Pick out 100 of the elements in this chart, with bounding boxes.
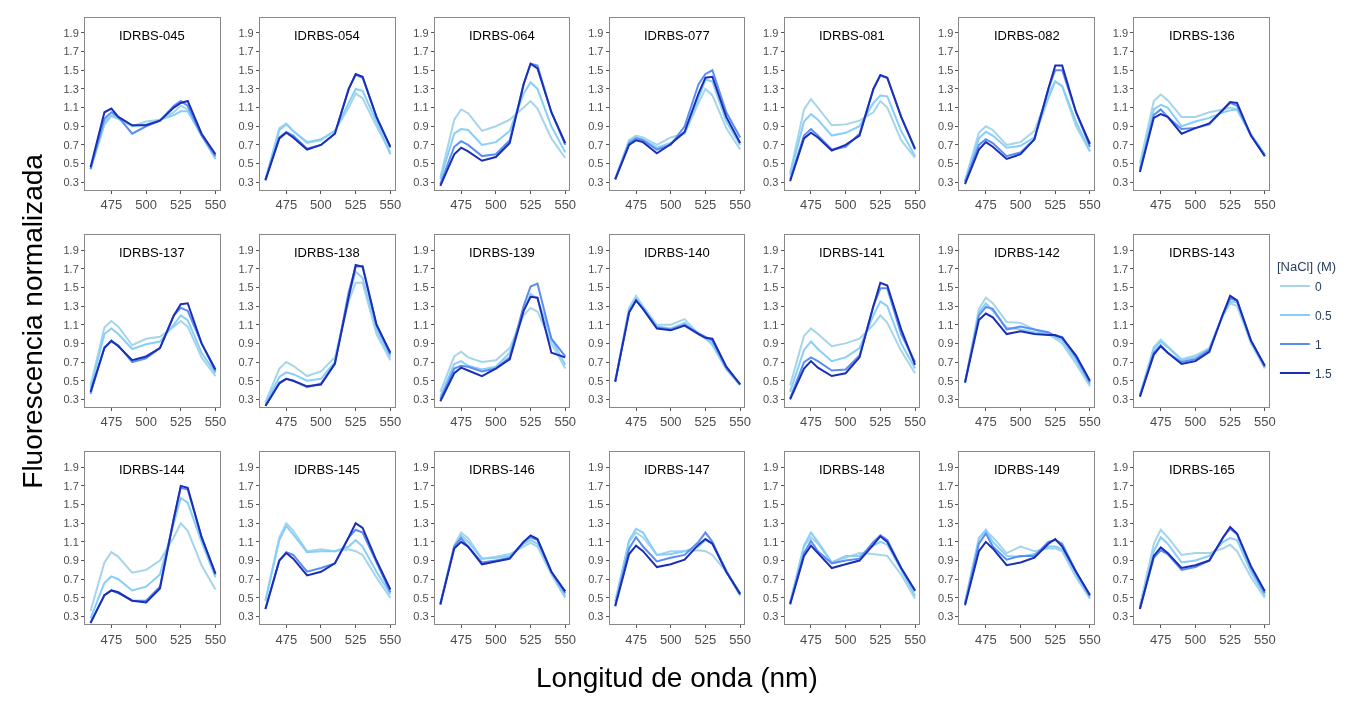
y-tick-label: 0.7 — [63, 138, 79, 151]
text: IDRBS-064 — [469, 28, 535, 43]
y-tick-label: 1.7 — [763, 479, 779, 492]
y-tick-label: 1.1 — [1112, 535, 1129, 548]
text: IDRBS-138 — [294, 245, 360, 260]
y-tick-label: 1.1 — [1112, 318, 1129, 331]
x-tick-label: 550 — [204, 414, 227, 430]
x-tick-label: 500 — [135, 414, 157, 430]
x-tick-label: 475 — [275, 414, 298, 430]
legend-label: 0 — [1314, 279, 1322, 294]
x-tick-label: 475 — [625, 414, 647, 430]
y-tick-label: 0.3 — [588, 176, 604, 189]
y-tick-label: 1.5 — [937, 498, 954, 511]
y-tick-label: 1.7 — [1112, 479, 1129, 492]
y-tick-label: 1.1 — [937, 101, 954, 114]
y-tick-label: 0.5 — [763, 157, 779, 170]
y-tick-label: 1.1 — [413, 318, 429, 331]
x-tick-label: 525 — [1044, 197, 1067, 213]
y-tick-label: 0.5 — [763, 374, 779, 387]
y-tick-label: 1.1 — [413, 101, 429, 114]
y-tick-label: 1.1 — [63, 318, 79, 331]
x-tick-label: 475 — [450, 631, 473, 647]
x-tick-label: 475 — [100, 631, 123, 647]
y-tick-label: 0.5 — [238, 157, 254, 170]
x-tick-label: 475 — [974, 631, 997, 647]
y-tick-label: 1.9 — [937, 243, 954, 256]
x-tick-label: 475 — [625, 197, 647, 213]
x-tick-label: 475 — [974, 197, 997, 213]
y-tick-label: 0.9 — [63, 337, 79, 350]
y-tick-label: 1.9 — [63, 243, 79, 256]
y-tick-label: 1.7 — [588, 262, 604, 275]
y-tick-label: 1.3 — [413, 299, 429, 312]
x-tick-label: 525 — [694, 414, 717, 430]
y-tick-label: 0.5 — [588, 591, 604, 604]
y-tick-label: 1.3 — [238, 517, 254, 530]
y-tick-label: 1.7 — [63, 45, 79, 58]
y-tick-label: 1.5 — [238, 498, 254, 511]
y-tick-label: 0.9 — [763, 554, 779, 567]
y-tick-label: 0.9 — [238, 120, 254, 133]
x-tick-label: 525 — [344, 631, 367, 647]
y-tick-label: 1.9 — [763, 26, 779, 39]
y-tick-label: 0.3 — [763, 393, 779, 406]
x-tick-label: 500 — [310, 197, 332, 213]
x-tick-label: 525 — [169, 197, 192, 213]
x-tick-label: 525 — [519, 631, 542, 647]
x-tick-label: 500 — [659, 631, 682, 647]
x-tick-label: 525 — [1219, 631, 1241, 647]
y-tick-label: 0.7 — [238, 138, 254, 151]
text: IDRBS-144 — [119, 462, 185, 477]
y-tick-label: 0.7 — [1112, 573, 1129, 586]
y-tick-label: 0.7 — [763, 355, 779, 368]
y-tick-label: 0.9 — [588, 120, 604, 133]
x-tick-label: 550 — [379, 631, 402, 647]
y-tick-label: 1.3 — [413, 82, 429, 95]
y-tick-label: 0.9 — [937, 337, 954, 350]
y-tick-label: 1.5 — [238, 281, 254, 294]
y-tick-label: 1.5 — [1112, 281, 1129, 294]
x-tick-label: 475 — [100, 414, 123, 430]
y-tick-label: 1.1 — [63, 535, 79, 548]
text: IDRBS-165 — [1169, 462, 1235, 477]
y-tick-label: 0.7 — [63, 355, 79, 368]
y-tick-label: 0.7 — [1112, 355, 1129, 368]
x-tick-label: 500 — [1184, 197, 1207, 213]
y-tick-label: 1.5 — [413, 281, 429, 294]
y-tick-label: 1.1 — [588, 535, 604, 548]
x-tick-label: 550 — [904, 631, 926, 647]
x-tick-label: 525 — [869, 197, 892, 213]
y-tick-label: 0.9 — [588, 337, 604, 350]
y-tick-label: 1.3 — [63, 299, 79, 312]
text: IDRBS-143 — [1169, 245, 1235, 260]
x-tick-label: 550 — [1079, 414, 1101, 430]
y-tick-label: 1.7 — [238, 479, 254, 492]
y-tick-label: 1.7 — [1112, 45, 1129, 58]
y-tick-label: 1.7 — [238, 262, 254, 275]
y-tick-label: 1.7 — [937, 479, 954, 492]
y-tick-label: 0.9 — [588, 554, 604, 567]
y-tick-label: 0.7 — [763, 573, 779, 586]
y-tick-label: 0.7 — [63, 573, 79, 586]
y-tick-label: 0.3 — [413, 393, 429, 406]
y-tick-label: 0.5 — [937, 591, 954, 604]
x-tick-label: 475 — [625, 631, 647, 647]
x-tick-label: 475 — [1149, 414, 1172, 430]
text: IDRBS-140 — [644, 245, 710, 260]
y-tick-label: 0.5 — [1112, 591, 1129, 604]
text: IDRBS-077 — [644, 28, 710, 43]
x-tick-label: 475 — [800, 414, 822, 430]
x-tick-label: 500 — [485, 631, 507, 647]
y-tick-label: 1.9 — [1112, 243, 1129, 256]
x-tick-label: 500 — [310, 414, 332, 430]
x-tick-label: 525 — [519, 414, 542, 430]
y-tick-label: 1.3 — [1112, 517, 1129, 530]
y-tick-label: 0.5 — [413, 591, 429, 604]
text: IDRBS-148 — [819, 462, 885, 477]
y-tick-label: 0.9 — [63, 120, 79, 133]
x-tick-label: 475 — [1149, 197, 1172, 213]
text: IDRBS-149 — [994, 462, 1060, 477]
y-tick-label: 0.5 — [63, 157, 79, 170]
y-tick-label: 1.9 — [763, 243, 779, 256]
y-tick-label: 0.9 — [937, 120, 954, 133]
y-tick-label: 0.7 — [413, 573, 429, 586]
